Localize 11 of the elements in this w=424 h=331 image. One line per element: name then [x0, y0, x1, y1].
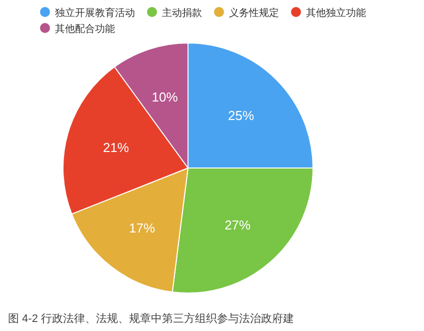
legend-label: 其他配合功能 [55, 23, 115, 35]
legend-label: 其他独立功能 [306, 7, 366, 19]
legend-label: 义务性规定 [229, 7, 279, 19]
data-label: 21% [102, 140, 130, 156]
caption: 图 4-2 行政法律、法规、规章中第三方组织参与法治政府建 [8, 312, 294, 325]
data-label: 17% [129, 220, 156, 236]
data-label: 25% [228, 108, 254, 123]
data-label: 27% [224, 217, 252, 232]
legend-label: 独立开展教育活动 [55, 7, 135, 19]
data-label: 10% [152, 90, 178, 105]
legend-label: 主动捐款 [162, 7, 202, 19]
